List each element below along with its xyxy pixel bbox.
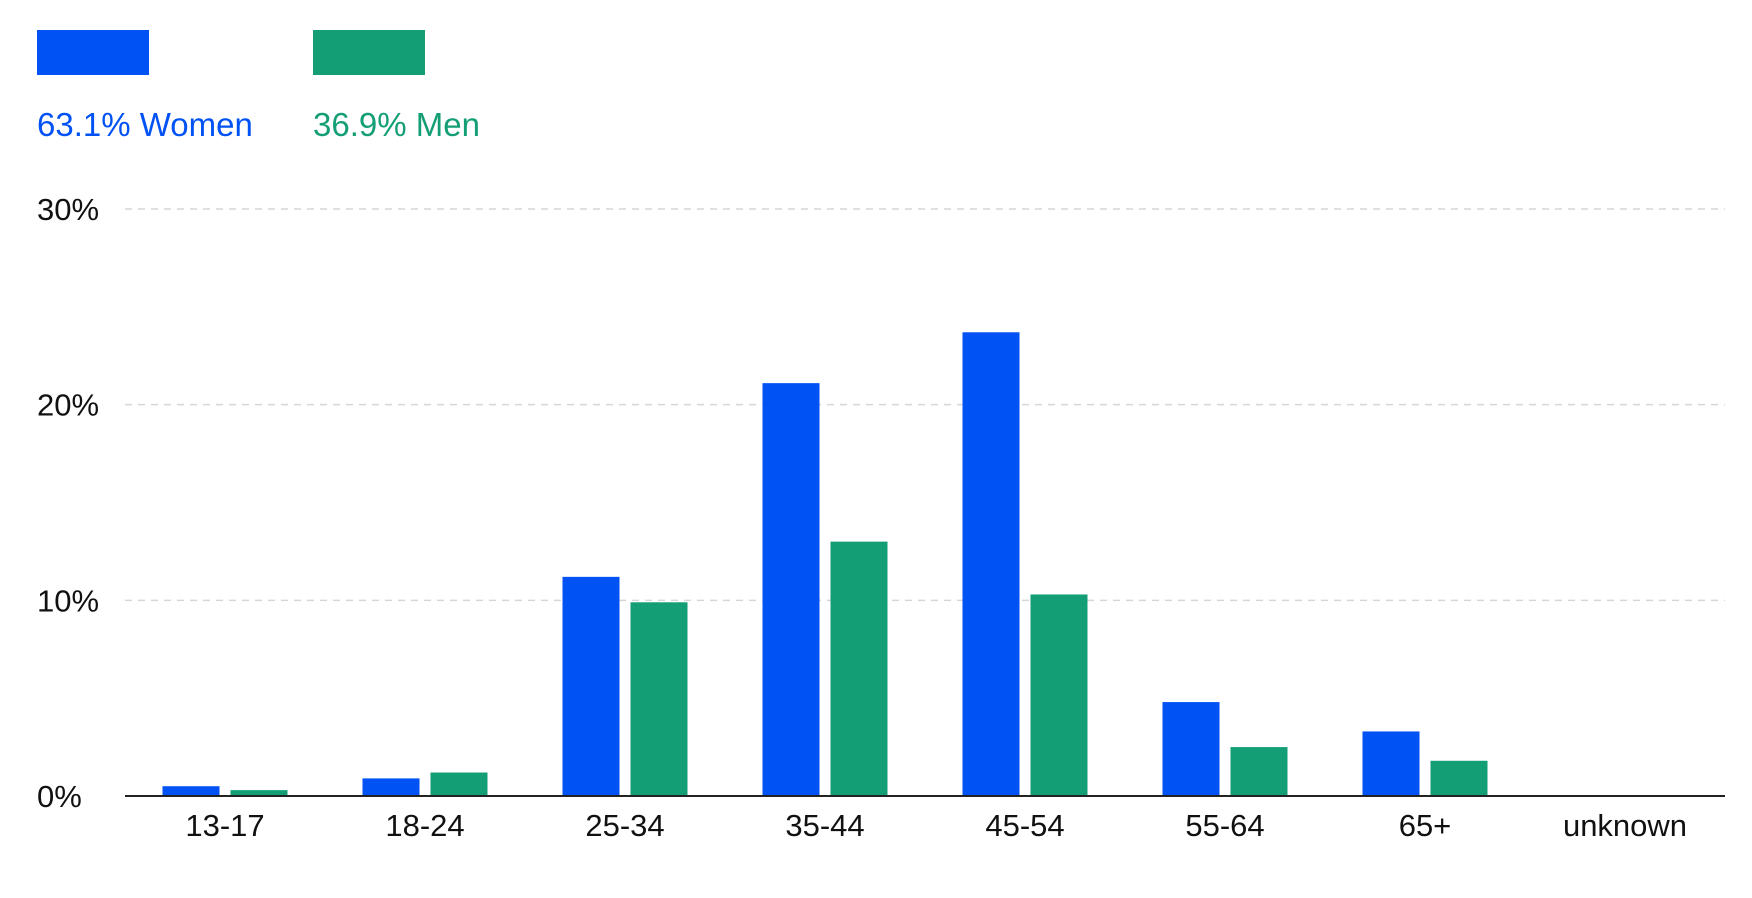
legend-label-women: 63.1% Women <box>37 106 253 143</box>
bar-women-25-34 <box>562 576 620 796</box>
x-tick-label: 25-34 <box>585 808 664 843</box>
y-tick-label: 0% <box>37 779 82 814</box>
bar-women-35-44 <box>762 383 820 796</box>
x-tick-label: unknown <box>1563 808 1687 843</box>
legend-swatch-men <box>313 30 425 75</box>
bar-men-35-44 <box>830 541 888 796</box>
bar-women-18-24 <box>362 778 420 796</box>
bar-men-13-17 <box>230 790 288 796</box>
y-tick-label: 20% <box>37 388 99 423</box>
legend-label-men: 36.9% Men <box>313 106 480 143</box>
x-tick-label: 45-54 <box>985 808 1064 843</box>
x-tick-label: 35-44 <box>785 808 864 843</box>
y-tick-label: 10% <box>37 583 99 618</box>
bar-men-55-64 <box>1230 747 1288 796</box>
gridlines <box>125 208 1725 602</box>
y-axis-tick-labels: 0% 10% 20% 30% <box>37 192 99 814</box>
legend-swatch-women <box>37 30 149 75</box>
bar-women-45-54 <box>962 332 1020 796</box>
x-tick-label: 18-24 <box>385 808 464 843</box>
x-tick-label: 65+ <box>1399 808 1452 843</box>
y-tick-label: 30% <box>37 192 99 227</box>
bars <box>162 332 1488 796</box>
legend: 63.1% Women 36.9% Men <box>37 30 480 143</box>
bar-women-13-17 <box>162 786 220 796</box>
x-tick-label: 55-64 <box>1185 808 1264 843</box>
x-tick-label: 13-17 <box>185 808 264 843</box>
bar-men-65+ <box>1430 760 1488 796</box>
bar-women-65+ <box>1362 731 1420 796</box>
bar-men-25-34 <box>630 602 688 796</box>
bar-men-18-24 <box>430 772 488 796</box>
bar-men-45-54 <box>1030 594 1088 796</box>
bar-women-55-64 <box>1162 702 1220 796</box>
x-axis-tick-labels: 13-17 18-24 25-34 35-44 45-54 55-64 65+ unknown <box>185 808 1687 843</box>
